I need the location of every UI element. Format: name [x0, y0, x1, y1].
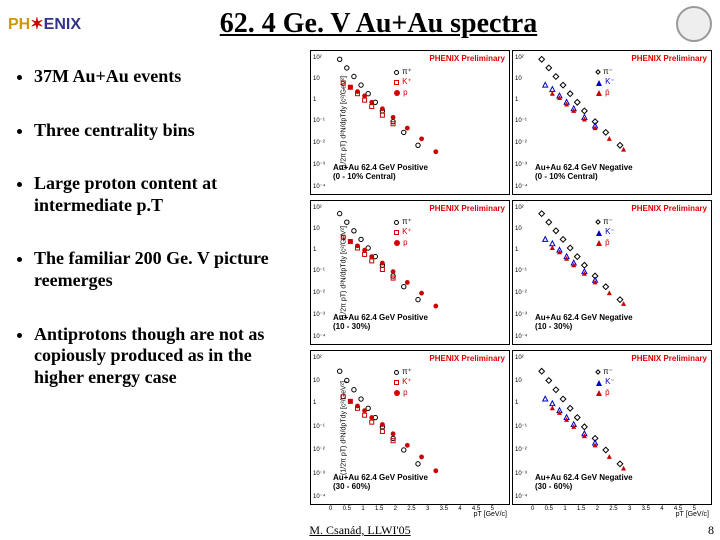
preliminary-label: PHENIX Preliminary	[631, 354, 707, 363]
legend-item: p	[394, 388, 412, 398]
plot-legend: π⁻K⁻p̄	[596, 217, 615, 248]
x-axis-label: pT [GeV/c]	[676, 511, 709, 518]
legend-item: π⁻	[596, 367, 615, 377]
y-axis-label: (1/2π pT) d²N/dpTdy [c²/GeV²]	[340, 226, 347, 320]
plot-subtitle: Au+Au 62.4 GeV Positive(30 - 60%)	[333, 474, 428, 492]
preliminary-label: PHENIX Preliminary	[429, 354, 505, 363]
institution-seal-icon	[676, 6, 712, 42]
legend-item: π⁺	[394, 367, 412, 377]
legend-item: π⁻	[596, 67, 615, 77]
x-axis-label: pT [GeV/c]	[474, 511, 507, 518]
y-ticks: 10²10110⁻¹10⁻²10⁻³10⁻⁴	[313, 51, 327, 194]
preliminary-label: PHENIX Preliminary	[429, 54, 505, 63]
plot-legend: π⁻K⁻p̄	[596, 67, 615, 98]
preliminary-label: PHENIX Preliminary	[631, 204, 707, 213]
y-ticks: 10²10110⁻¹10⁻²10⁻³10⁻⁴	[313, 201, 327, 344]
bullet-item: 37M Au+Au events	[34, 66, 284, 88]
legend-item: K⁻	[596, 77, 615, 87]
legend-item: K⁻	[596, 227, 615, 237]
plot-subtitle: Au+Au 62.4 GeV Negative(0 - 10% Central)	[535, 164, 633, 182]
plot-grid: PHENIX Preliminary π⁺K⁺p Au+Au 62.4 GeV …	[290, 48, 720, 528]
legend-item: p	[394, 88, 412, 98]
bullet-item: Three centrality bins	[34, 120, 284, 142]
y-ticks: 10²10110⁻¹10⁻²10⁻³10⁻⁴	[313, 351, 327, 504]
plot-subtitle: Au+Au 62.4 GeV Negative(30 - 60%)	[535, 474, 633, 492]
bullet-item: Large proton content at intermediate p.T	[34, 173, 284, 216]
slide-content: 37M Au+Au events Three centrality bins L…	[0, 48, 720, 528]
bullet-list: 37M Au+Au events Three centrality bins L…	[0, 48, 290, 528]
preliminary-label: PHENIX Preliminary	[631, 54, 707, 63]
phenix-logo: PH✶ENIX	[8, 14, 81, 34]
preliminary-label: PHENIX Preliminary	[429, 204, 505, 213]
spectrum-plot: PHENIX Preliminary π⁻K⁻p̄ Au+Au 62.4 GeV…	[512, 50, 712, 195]
plot-legend: π⁺K⁺p	[394, 217, 412, 248]
spectrum-plot: PHENIX Preliminary π⁺K⁺p Au+Au 62.4 GeV …	[310, 350, 510, 505]
y-axis-label: (1/2π pT) d²N/dpTdy [c²/GeV²]	[340, 76, 347, 170]
slide-header: PH✶ENIX 62. 4 Ge. V Au+Au spectra	[0, 0, 720, 48]
y-ticks: 10²10110⁻¹10⁻²10⁻³10⁻⁴	[515, 351, 529, 504]
bullet-item: The familiar 200 Ge. V picture reemerges	[34, 248, 284, 291]
plot-subtitle: Au+Au 62.4 GeV Negative(10 - 30%)	[535, 314, 633, 332]
plot-legend: π⁺K⁺p	[394, 367, 412, 398]
y-ticks: 10²10110⁻¹10⁻²10⁻³10⁻⁴	[515, 51, 529, 194]
slide-title: 62. 4 Ge. V Au+Au spectra	[81, 8, 676, 40]
legend-item: p	[394, 238, 412, 248]
y-axis-label: (1/2π pT) d²N/dpTdy [c²/GeV²]	[340, 381, 347, 475]
spectrum-plot: PHENIX Preliminary π⁻K⁻p̄ Au+Au 62.4 GeV…	[512, 350, 712, 505]
plot-legend: π⁻K⁻p̄	[596, 367, 615, 398]
plot-legend: π⁺K⁺p	[394, 67, 412, 98]
spectrum-plot: PHENIX Preliminary π⁻K⁻p̄ Au+Au 62.4 GeV…	[512, 200, 712, 345]
spectrum-plot: PHENIX Preliminary π⁺K⁺p Au+Au 62.4 GeV …	[310, 50, 510, 195]
legend-item: π⁻	[596, 217, 615, 227]
legend-item: π⁺	[394, 217, 412, 227]
page-number: 8	[708, 523, 714, 538]
spectrum-plot: PHENIX Preliminary π⁺K⁺p Au+Au 62.4 GeV …	[310, 200, 510, 345]
legend-item: K⁻	[596, 377, 615, 387]
legend-item: p̄	[596, 88, 615, 98]
footer-credit: M. Csanád, LLWI'05	[309, 523, 410, 538]
legend-item: K⁺	[394, 77, 412, 87]
legend-item: π⁺	[394, 67, 412, 77]
legend-item: K⁺	[394, 377, 412, 387]
legend-item: K⁺	[394, 227, 412, 237]
bullet-item: Antiprotons though are not as copiously …	[34, 324, 284, 389]
legend-item: p̄	[596, 238, 615, 248]
legend-item: p̄	[596, 388, 615, 398]
y-ticks: 10²10110⁻¹10⁻²10⁻³10⁻⁴	[515, 201, 529, 344]
